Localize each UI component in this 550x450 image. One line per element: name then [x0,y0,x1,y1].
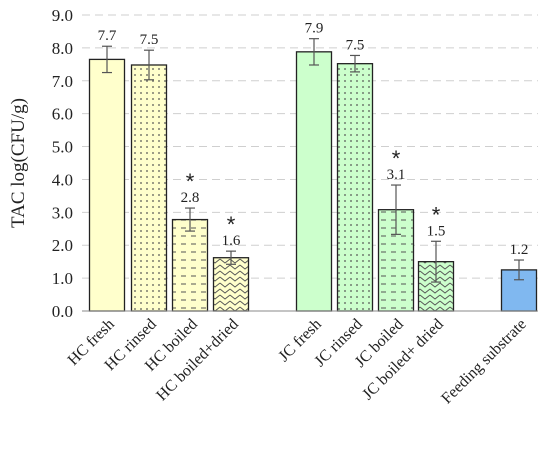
bar [212,257,250,312]
value-label: 1.2 [510,242,529,258]
y-axis-ticks: 0.0 1.0 2.0 3.0 4.0 5.0 6.0 7.0 8.0 9.0 [52,6,73,321]
value-label: 1.5 [427,223,446,239]
bar [88,58,126,312]
bar [130,64,168,312]
value-label: 7.5 [346,37,365,53]
value-label: 3.1 [387,167,406,183]
value-label: 7.7 [98,28,117,44]
value-label: 7.9 [305,21,324,37]
y-tick-label: 5.0 [52,138,73,157]
y-tick-label: 8.0 [52,39,73,58]
y-tick-label: 0.0 [52,302,73,321]
y-tick-label: 6.0 [52,105,73,124]
category-label: Feeding substrate [438,316,530,408]
bar [171,218,209,312]
bars [88,51,538,312]
y-tick-label: 4.0 [52,170,73,189]
value-label: 7.5 [140,32,159,48]
y-tick-label: 2.0 [52,236,73,255]
y-tick-label: 1.0 [52,269,73,288]
error-bars [102,38,524,283]
y-tick-label: 3.0 [52,203,73,222]
y-axis-label: TAC log(CFU/g) [8,98,29,228]
value-labels: 7.7 7.52.8*1.6*7.97.53.1*1.5*1.2 [98,21,529,258]
value-label: 1.6 [222,233,241,249]
significance-star: * [186,169,195,194]
significance-star: * [432,202,441,227]
y-tick-label: 7.0 [52,72,73,91]
significance-star: * [392,146,401,171]
y-tick-label: 9.0 [52,6,73,25]
significance-star: * [227,212,236,237]
bar [336,63,374,312]
value-label: 2.8 [181,190,200,206]
bar [295,51,333,312]
